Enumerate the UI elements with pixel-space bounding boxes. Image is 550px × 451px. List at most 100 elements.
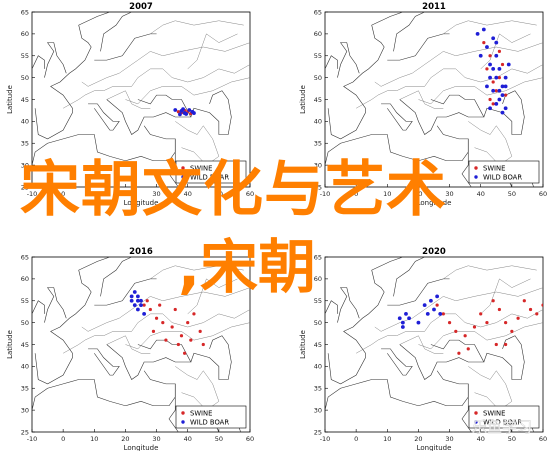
coastline bbox=[399, 94, 485, 135]
y-tick-label: 30 bbox=[21, 161, 29, 169]
x-tick-label: 0 bbox=[354, 190, 358, 198]
country-border bbox=[399, 90, 444, 109]
swine-point bbox=[142, 303, 146, 307]
legend-boar-marker bbox=[181, 175, 185, 179]
country-border bbox=[468, 121, 513, 166]
coastline bbox=[483, 90, 525, 135]
swine-point bbox=[148, 307, 152, 312]
x-tick-label: 50 bbox=[215, 435, 223, 443]
y-tick-label: 65 bbox=[314, 253, 322, 261]
wild-boar-point bbox=[139, 298, 143, 303]
wild-boar-point bbox=[416, 320, 421, 325]
swine-point bbox=[472, 325, 477, 329]
y-tick-label: 25 bbox=[21, 183, 29, 191]
y-tick-label: 50 bbox=[21, 319, 29, 327]
swine-point bbox=[186, 321, 190, 325]
country-border bbox=[150, 20, 244, 35]
panel-title: 2020 bbox=[422, 247, 446, 257]
swine-point bbox=[441, 312, 445, 316]
country-border bbox=[81, 287, 250, 332]
x-tick-label: 30 bbox=[445, 190, 453, 198]
swine-point bbox=[161, 321, 165, 325]
map-panel-2016: 2016 -10 0 10 20 30 40 50 60 25 30 35 40 45 50 55 60 65 Lo… bbox=[6, 247, 254, 451]
outbreak-points bbox=[475, 27, 511, 115]
legend-boar-label: WILD BOAR bbox=[190, 419, 229, 427]
wild-boar-point bbox=[129, 294, 134, 299]
swine-point bbox=[192, 312, 196, 316]
wild-boar-point bbox=[503, 84, 508, 89]
swine-point bbox=[482, 41, 486, 45]
y-tick-label: 30 bbox=[314, 161, 322, 169]
wild-boar-point bbox=[129, 298, 134, 303]
coastline bbox=[44, 42, 67, 78]
wild-boar-point bbox=[435, 294, 440, 299]
basemap bbox=[325, 257, 543, 432]
wild-boar-point bbox=[494, 75, 499, 80]
wild-boar-point bbox=[397, 316, 402, 321]
x-tick-label: 0 bbox=[61, 435, 65, 443]
swine-point bbox=[504, 342, 508, 347]
wild-boar-point bbox=[135, 294, 140, 299]
basemap bbox=[32, 257, 250, 432]
x-tick-label: 20 bbox=[121, 190, 129, 198]
legend-swine-marker bbox=[181, 166, 185, 170]
y-axis-label: Latitude bbox=[299, 330, 307, 359]
swine-point bbox=[491, 102, 495, 106]
y-tick-label: 50 bbox=[21, 74, 29, 82]
y-tick-label: 30 bbox=[314, 406, 322, 414]
coastline bbox=[327, 257, 403, 385]
y-tick-label: 45 bbox=[21, 341, 29, 349]
wild-boar-point bbox=[488, 62, 492, 67]
x-tick-label: 40 bbox=[184, 190, 192, 198]
y-tick-label: 65 bbox=[21, 253, 29, 261]
country-border bbox=[125, 322, 250, 350]
y-axis-label: Latitude bbox=[299, 85, 307, 114]
legend-swine-marker bbox=[474, 411, 478, 415]
swine-point bbox=[457, 351, 461, 355]
wild-boar-point bbox=[187, 108, 192, 112]
coastline bbox=[88, 348, 120, 376]
legend-boar-marker bbox=[474, 420, 478, 424]
swine-point bbox=[176, 110, 180, 114]
coastline bbox=[337, 287, 360, 323]
country-border bbox=[374, 42, 543, 87]
legend-boar-label: WILD BOAR bbox=[483, 174, 522, 182]
y-tick-label: 55 bbox=[21, 52, 29, 60]
legend-boar-label: WILD BOAR bbox=[483, 419, 522, 427]
country-border bbox=[399, 335, 444, 354]
coastline bbox=[393, 12, 425, 52]
swine-point bbox=[497, 49, 501, 53]
x-tick-label: 60 bbox=[539, 435, 547, 443]
wild-boar-point bbox=[182, 111, 187, 115]
coastline bbox=[399, 339, 485, 380]
coastline bbox=[190, 90, 232, 135]
axes-frame bbox=[324, 11, 544, 188]
y-tick-label: 60 bbox=[314, 275, 322, 283]
wild-boar-point bbox=[485, 84, 489, 89]
x-axis-label: Longitude bbox=[417, 444, 452, 451]
outbreak-points bbox=[397, 294, 543, 355]
x-tick-label: 10 bbox=[90, 435, 98, 443]
y-tick-label: 60 bbox=[314, 30, 322, 38]
y-tick-label: 30 bbox=[21, 406, 29, 414]
legend-swine-label: SWINE bbox=[483, 165, 505, 173]
coastline bbox=[32, 300, 45, 315]
swine-point bbox=[201, 342, 205, 347]
country-border bbox=[356, 309, 543, 354]
wild-boar-point bbox=[139, 303, 143, 308]
coastline bbox=[461, 383, 472, 432]
wild-boar-point bbox=[488, 75, 492, 80]
overlay-subtitle: ,宋朝 bbox=[178, 233, 317, 301]
y-tick-label: 60 bbox=[21, 30, 29, 38]
panel-title: 2007 bbox=[129, 2, 153, 12]
x-tick-label: 50 bbox=[215, 190, 223, 198]
wild-boar-point bbox=[497, 66, 502, 71]
wild-boar-point bbox=[132, 290, 137, 294]
y-axis-label: Latitude bbox=[6, 85, 14, 114]
x-tick-label: 10 bbox=[383, 190, 391, 198]
wild-boar-point bbox=[488, 106, 492, 111]
coastline bbox=[461, 138, 472, 187]
